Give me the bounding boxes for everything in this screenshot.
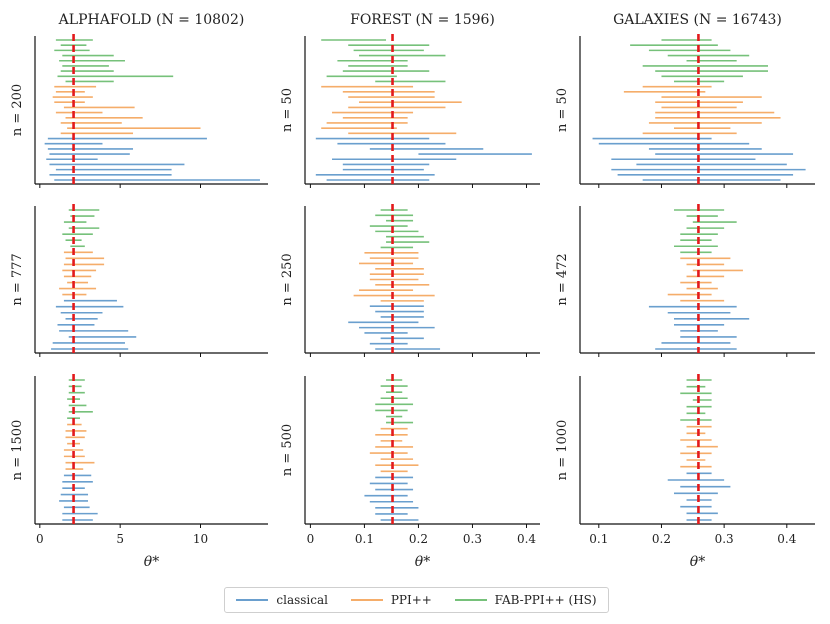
row-label-alphafold-1: n = 777 (10, 253, 25, 305)
legend: classical PPI++ FAB-PPI++ (HS) (224, 587, 609, 613)
x-tick-label: 0.4 (517, 532, 536, 546)
legend-label-ppi: PPI++ (390, 593, 432, 607)
row-label-galaxies-0: n = 50 (555, 88, 570, 132)
legend-item-ppi: PPI++ (350, 593, 432, 607)
legend-item-classical: classical (236, 593, 328, 607)
column-title-forest: FOREST (N = 1596) (350, 12, 495, 28)
row-label-forest-0: n = 50 (280, 88, 295, 132)
legend-swatch-classical (236, 599, 269, 601)
x-tick-label: 0.2 (409, 532, 428, 546)
legend-swatch-fab (454, 599, 487, 601)
legend-label-fab: FAB-PPI++ (HS) (494, 593, 597, 607)
row-label-forest-2: n = 500 (280, 424, 295, 476)
row-label-galaxies-2: n = 1000 (555, 420, 570, 481)
legend-item-fab: FAB-PPI++ (HS) (454, 593, 597, 607)
x-tick-label: 10 (193, 532, 208, 546)
x-tick-label: 0.2 (652, 532, 671, 546)
legend-swatch-ppi (350, 599, 383, 601)
x-tick-label: 5 (116, 532, 124, 546)
x-tick-label: 0 (307, 532, 315, 546)
column-title-galaxies: GALAXIES (N = 16743) (613, 12, 782, 28)
x-tick-label: 0.1 (355, 532, 374, 546)
row-label-alphafold-2: n = 1500 (10, 420, 25, 481)
legend-label-classical: classical (276, 593, 328, 607)
x-axis-label: θ* (690, 554, 705, 570)
row-label-forest-1: n = 250 (280, 253, 295, 305)
row-label-alphafold-0: n = 200 (10, 84, 25, 136)
x-axis-label: θ* (415, 554, 430, 570)
x-tick-label: 0 (36, 532, 44, 546)
x-tick-label: 0.3 (715, 532, 734, 546)
x-axis-label: θ* (144, 554, 159, 570)
x-tick-label: 0.4 (777, 532, 796, 546)
row-label-galaxies-1: n = 472 (555, 253, 570, 305)
x-tick-label: 0.1 (589, 532, 608, 546)
column-title-alphafold: ALPHAFOLD (N = 10802) (58, 12, 245, 28)
x-tick-label: 0.3 (463, 532, 482, 546)
